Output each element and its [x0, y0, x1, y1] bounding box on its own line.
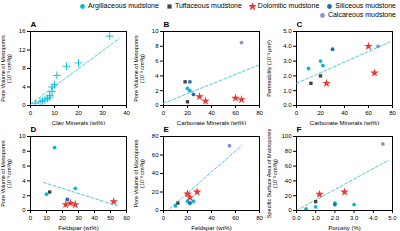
svg-text:0: 0 [29, 215, 33, 221]
svg-text:Carbonate Minerals (wt%): Carbonate Minerals (wt%) [309, 119, 380, 126]
html-text:Calcareous mudstone: Calcareous mudstone [327, 11, 396, 18]
svg-text:20: 20 [152, 189, 159, 195]
svg-text:2: 2 [155, 88, 159, 94]
svg-text:8: 8 [155, 43, 159, 49]
html-text:Dolomitic mudstone: Dolomitic mudstone [257, 2, 320, 9]
svg-text:Specific Surface Area of Macro: Specific Surface Area of Macropores(10⁻³… [266, 129, 278, 219]
svg-text:8: 8 [22, 148, 26, 154]
svg-text:5.0: 5.0 [283, 28, 292, 34]
svg-text:Feldspar (wt%): Feldspar (wt%) [58, 225, 98, 231]
html-text:Tuffaceous mudstone: Tuffaceous mudstone [174, 2, 242, 9]
svg-text:1.0: 1.0 [283, 88, 292, 94]
svg-text:16: 16 [19, 28, 26, 34]
svg-text:40: 40 [152, 170, 159, 176]
svg-text:40: 40 [341, 110, 348, 116]
svg-text:10: 10 [19, 133, 26, 139]
svg-text:20: 20 [59, 215, 66, 221]
svg-text:10: 10 [51, 110, 58, 116]
svg-text:60: 60 [232, 110, 239, 116]
svg-text:F: F [297, 125, 302, 134]
svg-text:5.0: 5.0 [388, 215, 397, 221]
svg-text:4.0: 4.0 [369, 215, 378, 221]
svg-text:20: 20 [285, 193, 292, 199]
svg-text:A: A [31, 20, 37, 29]
svg-text:Clay Minerals (wt%): Clay Minerals (wt%) [51, 119, 106, 126]
svg-text:0: 0 [29, 110, 33, 116]
svg-text:2.0: 2.0 [331, 215, 340, 221]
svg-text:0: 0 [22, 102, 26, 108]
svg-text:10: 10 [43, 215, 50, 221]
svg-text:0: 0 [155, 207, 159, 213]
svg-text:40: 40 [285, 178, 292, 184]
svg-text:6: 6 [22, 163, 26, 169]
svg-text:C: C [297, 20, 303, 29]
svg-text:2.0: 2.0 [283, 73, 292, 79]
svg-text:0: 0 [155, 102, 159, 108]
svg-text:40: 40 [91, 215, 98, 221]
html-text:Siliceous mudstone: Siliceous mudstone [335, 2, 396, 9]
svg-text:40: 40 [208, 215, 215, 221]
svg-text:60: 60 [232, 215, 239, 221]
svg-text:50: 50 [107, 215, 114, 221]
svg-text:100: 100 [281, 133, 292, 139]
svg-text:80: 80 [389, 110, 396, 116]
svg-text:3.0: 3.0 [283, 58, 292, 64]
svg-text:20: 20 [184, 110, 191, 116]
svg-text:3.0: 3.0 [350, 215, 359, 221]
svg-text:80: 80 [256, 110, 263, 116]
svg-text:60: 60 [152, 152, 159, 158]
svg-text:6: 6 [155, 58, 159, 64]
svg-text:E: E [164, 125, 170, 134]
svg-text:20: 20 [184, 215, 191, 221]
svg-text:0: 0 [162, 110, 166, 116]
svg-text:4: 4 [22, 178, 26, 184]
svg-text:20: 20 [75, 110, 82, 116]
svg-text:B: B [164, 20, 170, 29]
svg-text:10: 10 [152, 28, 159, 34]
svg-text:Carbonate Minerals (wt%): Carbonate Minerals (wt%) [176, 119, 247, 126]
svg-text:40: 40 [123, 110, 130, 116]
svg-text:0: 0 [288, 207, 292, 213]
svg-text:2: 2 [22, 193, 26, 199]
svg-text:Pore Volume of Mesopores(10⁻³: Pore Volume of Mesopores(10⁻³ cm³/g) [133, 35, 145, 102]
svg-text:80: 80 [285, 148, 292, 154]
svg-text:80: 80 [152, 133, 159, 139]
svg-text:Pore Volume of Macropores(10⁻³: Pore Volume of Macropores(10⁻³ cm³/g) [133, 139, 145, 207]
svg-text:Porosity (%): Porosity (%) [328, 225, 361, 231]
svg-text:Permeability (10⁻³ μm²): Permeability (10⁻³ μm²) [266, 40, 272, 97]
svg-text:0: 0 [295, 110, 299, 116]
svg-text:Pore Volume of Mesopores(10⁻³: Pore Volume of Mesopores(10⁻³ cm³/g) [0, 35, 11, 102]
svg-text:60: 60 [365, 110, 372, 116]
svg-text:30: 30 [99, 110, 106, 116]
svg-text:20: 20 [317, 110, 324, 116]
svg-text:4: 4 [155, 73, 159, 79]
svg-text:30: 30 [75, 215, 82, 221]
svg-text:0: 0 [162, 215, 166, 221]
svg-text:8: 8 [22, 65, 26, 71]
svg-text:60: 60 [123, 215, 130, 221]
svg-text:12: 12 [19, 47, 26, 53]
svg-text:0.0: 0.0 [292, 215, 301, 221]
svg-text:0.0: 0.0 [283, 102, 292, 108]
svg-text:60: 60 [285, 163, 292, 169]
svg-text:Pore Volume of Mesopores(10⁻³: Pore Volume of Mesopores(10⁻³ cm³/g) [0, 140, 11, 207]
svg-text:D: D [31, 125, 37, 134]
html-text:Argillaceous mudstone: Argillaceous mudstone [88, 2, 159, 9]
svg-text:40: 40 [208, 110, 215, 116]
svg-text:80: 80 [256, 215, 263, 221]
svg-text:4: 4 [22, 84, 26, 90]
svg-text:0: 0 [22, 207, 26, 213]
svg-text:1.0: 1.0 [312, 215, 321, 221]
svg-text:Feldspar (wt%): Feldspar (wt%) [191, 225, 231, 231]
svg-text:4.0: 4.0 [283, 43, 292, 49]
